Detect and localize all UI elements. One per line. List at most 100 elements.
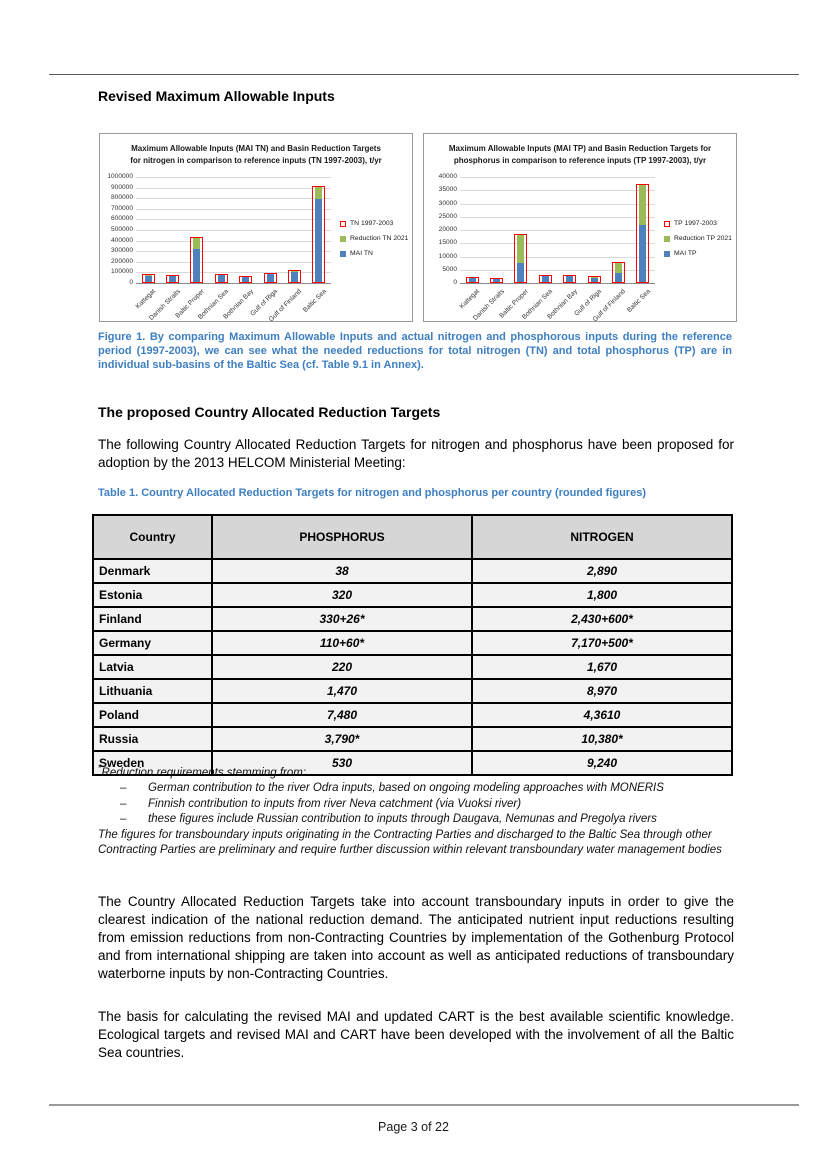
y-axis-tick-label: 900000	[110, 183, 133, 191]
y-axis-tick-label: 100000	[110, 268, 133, 276]
footnote-item: – Finnish contribution to inputs from riv…	[98, 797, 736, 813]
gridline	[460, 216, 655, 218]
gridline	[460, 256, 655, 258]
chart-legend: TP 1997-2003 Reduction TP 2021 MAI TP	[664, 220, 732, 265]
footnote-item: – these figures include Russian contribut…	[98, 812, 736, 828]
nitrogen-cell: 2,430+600*	[471, 606, 733, 632]
bar-mai	[614, 273, 622, 283]
legend-swatch-icon	[340, 250, 346, 257]
page-number: Page 3 of 22	[378, 1120, 449, 1134]
gridline	[460, 283, 655, 284]
table-row: Sweden 530 9,240	[92, 750, 733, 776]
mai-tp-chart: Maximum Allowable Inputs (MAI TP) and Ba…	[423, 133, 737, 323]
phosphorus-cell: 320	[211, 582, 473, 608]
country-cell: Russia	[92, 726, 213, 752]
nitrogen-cell: 1,670	[471, 654, 733, 680]
cart-table: Country PHOSPHORUS NITROGEN Denmark 38 2,8…	[92, 514, 733, 776]
bar-reference-frame	[312, 185, 326, 283]
gridline	[136, 177, 331, 178]
y-axis-tick-label: 0	[453, 279, 457, 286]
bar-reference-frame	[490, 277, 504, 283]
table-caption: Table 1. Country Allocated Reduction Tar…	[98, 487, 646, 499]
mai-tn-chart: Maximum Allowable Inputs (MAI TN) and Ba…	[99, 133, 413, 323]
bar-reference-frame	[611, 262, 625, 283]
bar-mai	[468, 278, 476, 283]
bar-reference-frame	[263, 272, 277, 283]
figure-caption: Figure 1. By comparing Maximum Allowable…	[98, 331, 732, 371]
y-axis-tick-label: 20000	[438, 226, 457, 233]
bar-mai	[193, 248, 201, 283]
footnote-item-text: these figures include Russian contributi…	[148, 813, 657, 826]
bar-reference-frame	[141, 273, 155, 283]
bar-mai	[541, 275, 549, 283]
legend-label: TP 1997-2003	[674, 220, 717, 227]
footnote-tail: The figures for transboundary inputs ori…	[98, 828, 722, 857]
chart-title: Maximum Allowable Inputs (MAI TP) and Ba…	[448, 144, 712, 165]
bar-mai	[493, 278, 501, 283]
bar-mai	[144, 275, 152, 283]
table-row: Lithuania 1,470 8,970	[92, 678, 733, 704]
page-title: Revised Maximum Allowable Inputs	[98, 88, 335, 104]
bar-mai	[217, 274, 225, 283]
country-cell: Poland	[92, 702, 213, 728]
section-heading: The proposed Country Allocated Reduction…	[98, 404, 441, 420]
y-axis-tick-label: 40000	[438, 173, 457, 180]
phosphorus-cell: 7,480	[211, 702, 473, 728]
y-axis-tick-label: 700000	[110, 204, 133, 212]
y-axis-tick-label: 200000	[110, 257, 133, 265]
bar-reduction	[144, 274, 152, 276]
bar-reference-frame	[538, 274, 552, 283]
phosphorus-cell: 110+60*	[211, 630, 473, 656]
gridline	[136, 230, 331, 231]
legend-item: MAI TP	[664, 250, 732, 257]
bar-reference-frame	[239, 275, 253, 283]
legend-label: TN 1997-2003	[350, 220, 394, 227]
bar-mai	[590, 277, 598, 283]
y-axis-tick-label: 500000	[110, 226, 133, 233]
legend-label: Reduction TN 2021	[350, 235, 409, 242]
country-cell: Germany	[92, 630, 213, 656]
bar-mai	[290, 272, 298, 283]
gridline	[136, 251, 331, 253]
gridline	[136, 240, 331, 242]
nitrogen-cell: 2,890	[471, 558, 733, 584]
y-axis-tick-label: 35000	[438, 186, 457, 194]
bar-reduction	[517, 234, 525, 264]
legend-label: MAI TP	[674, 250, 697, 257]
y-axis-tick-label: 10000	[438, 252, 457, 260]
legend-item: TN 1997-2003	[340, 220, 408, 227]
bar-reduction	[193, 238, 201, 249]
bar-reference-frame	[636, 184, 650, 283]
bar-reduction	[290, 270, 298, 273]
phosphorus-cell: 530	[211, 750, 473, 776]
nitrogen-cell: 10,380*	[471, 726, 733, 752]
table-row: Denmark 38 2,890	[92, 558, 733, 584]
y-axis-tick-label: 25000	[438, 212, 457, 220]
bar-mai	[315, 199, 323, 283]
country-cell: Finland	[92, 606, 213, 632]
asterisk-marker: *	[98, 763, 102, 773]
body-paragraph-1: The Country Allocated Reduction Targets …	[98, 894, 734, 981]
y-axis-tick-label: 15000	[438, 239, 457, 247]
footnote-item: – German contribution to the river Odra i…	[98, 781, 736, 797]
country-cell: Lithuania	[92, 678, 213, 704]
legend-swatch-icon	[340, 235, 346, 242]
dash-bullet: –	[120, 813, 127, 826]
y-axis-tick-label: 600000	[110, 215, 133, 223]
bar-reference-frame	[190, 237, 204, 283]
y-axis-tick-label: 1000000	[107, 173, 133, 180]
table-row: Russia 3,790* 10,380*	[92, 726, 733, 752]
figure-1-charts: Maximum Allowable Inputs (MAI TN) and Ba…	[99, 133, 737, 323]
col-header-nitrogen: NITROGEN	[471, 514, 733, 560]
phosphorus-cell: 220	[211, 654, 473, 680]
table-row: Latvia 220 1,670	[92, 654, 733, 680]
footnote-lead: *Reduction requirements stemming from:	[98, 763, 307, 779]
nitrogen-cell: 1,800	[471, 582, 733, 608]
gridline	[460, 243, 655, 245]
gridline	[460, 230, 655, 231]
col-header-country: Country	[92, 514, 213, 560]
phosphorus-cell: 1,470	[211, 678, 473, 704]
table-header-row: Country PHOSPHORUS NITROGEN	[92, 514, 733, 560]
legend-label: MAI TN	[350, 250, 373, 257]
bar-reduction	[315, 186, 323, 200]
